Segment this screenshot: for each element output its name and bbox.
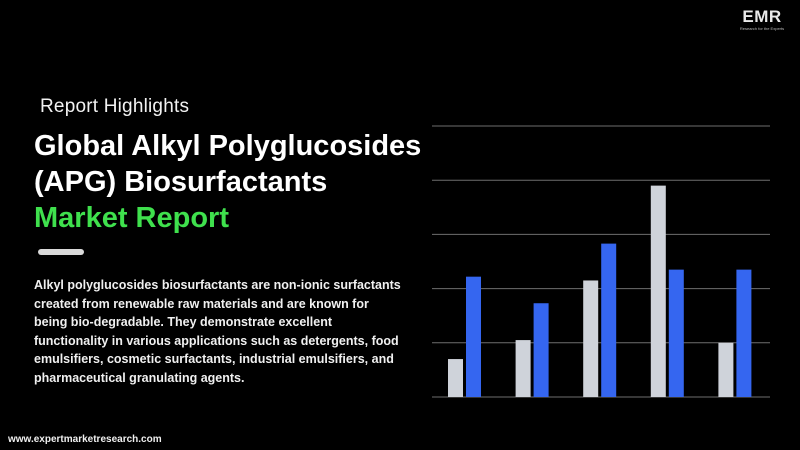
bar-series-1-group-2 bbox=[515, 340, 531, 397]
title-line-2: (APG) Biosurfactants bbox=[34, 166, 328, 198]
report-highlights-label: Report Highlights bbox=[40, 96, 190, 117]
logo-tagline: Research for the Experts bbox=[739, 26, 785, 31]
report-description: Alkyl polyglucosides biosurfactants are … bbox=[34, 278, 401, 385]
report-title: Global Alkyl Polyglucosides (APG) Biosur… bbox=[34, 128, 434, 236]
bar-series-1-group-3 bbox=[583, 280, 599, 397]
bar-series-1-group-5 bbox=[718, 342, 734, 397]
decorative-pill bbox=[38, 249, 84, 255]
chart-gridlines bbox=[432, 125, 770, 398]
chart-bars bbox=[448, 185, 752, 397]
bar-series-2-group-5 bbox=[736, 269, 752, 397]
title-line-1: Global Alkyl Polyglucosides bbox=[34, 130, 422, 162]
bar-series-1-group-1 bbox=[448, 359, 463, 397]
bar-series-2-group-3 bbox=[601, 243, 617, 397]
bar-series-2-group-4 bbox=[668, 269, 684, 397]
logo-text: EMR bbox=[742, 7, 782, 26]
bar-series-2-group-1 bbox=[466, 276, 481, 397]
brand-logo[interactable]: EMR Research for the Experts bbox=[736, 8, 788, 42]
bar-series-2-group-2 bbox=[533, 303, 549, 397]
title-accent: Market Report bbox=[34, 202, 229, 234]
website-url[interactable]: www.expertmarketresearch.com bbox=[8, 434, 162, 445]
bar-series-1-group-4 bbox=[650, 185, 666, 397]
